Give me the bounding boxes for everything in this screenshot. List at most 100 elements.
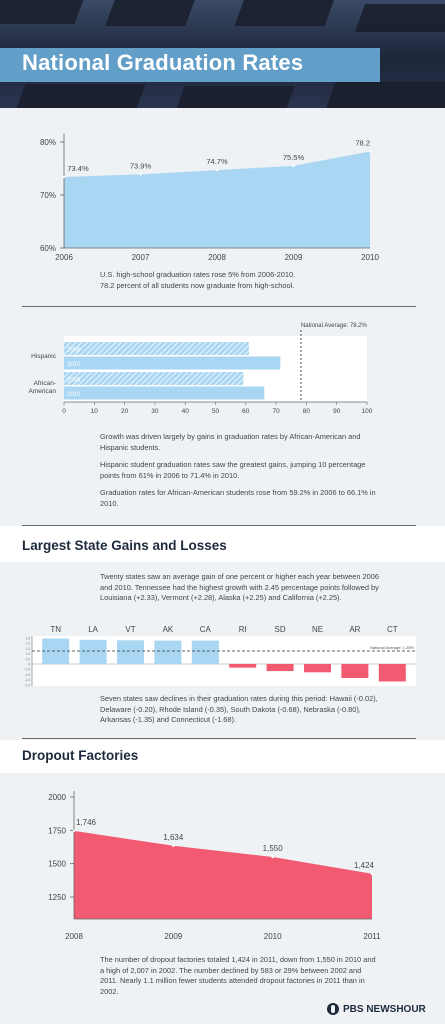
bar — [64, 342, 249, 355]
state-intro: Twenty states saw an average gain of one… — [100, 572, 379, 602]
x-tick-label: 10 — [91, 408, 99, 415]
y-tick-label: 2.0 — [26, 642, 31, 646]
data-label: 1,424 — [354, 861, 375, 870]
category-label: CT — [387, 625, 398, 634]
cap-shape — [0, 0, 86, 24]
cap-shape — [354, 4, 445, 32]
data-point — [292, 164, 295, 168]
x-tick-label: 50 — [212, 408, 220, 415]
bar — [304, 664, 331, 673]
y-tick-label: 1500 — [48, 860, 66, 869]
area-series — [64, 151, 370, 248]
group-caption-paragraph: Graduation rates for African-American st… — [100, 488, 376, 508]
data-point — [139, 173, 142, 176]
dropout-section-title: Dropout Factories — [22, 748, 139, 763]
page-title: National Graduation Rates — [22, 50, 304, 75]
x-tick-label: 2010 — [361, 253, 379, 262]
bar — [266, 664, 294, 672]
x-tick-label: 90 — [333, 408, 341, 415]
category-label: American — [29, 388, 57, 395]
y-tick-label: 2.5 — [26, 637, 31, 641]
bar — [64, 386, 265, 400]
data-label: 1,746 — [76, 818, 97, 827]
y-tick-label: 0 — [28, 663, 30, 667]
dropout-caption: The number of dropout factories totaled … — [100, 955, 376, 996]
series-label: 2010 — [67, 362, 81, 368]
x-tick-label: 2009 — [164, 932, 182, 941]
reference-label: National Average: 78.2% — [301, 323, 368, 329]
category-label: Hispanic — [31, 353, 57, 360]
category-label: SD — [275, 625, 286, 634]
bar — [341, 664, 369, 679]
x-tick-label: 2006 — [55, 253, 73, 262]
divider — [22, 525, 416, 526]
x-tick-label: 2008 — [208, 253, 226, 262]
bar — [64, 356, 281, 370]
group-rate-chart: 20062010Hispanic20062010African-American… — [29, 323, 373, 415]
x-tick-label: 60 — [242, 408, 250, 415]
cap-shape — [324, 82, 445, 108]
y-tick-label: 1750 — [48, 826, 66, 835]
data-point — [62, 175, 66, 179]
data-point — [72, 829, 76, 833]
bar — [229, 664, 257, 668]
category-label: RI — [239, 625, 247, 634]
category-label: CA — [200, 625, 212, 634]
data-label: 78.2 — [355, 139, 370, 148]
group-caption-paragraph: Hispanic student graduation rates saw th… — [100, 460, 366, 480]
grad-caption-line: 78.2 percent of all students now graduat… — [100, 280, 295, 290]
state-outro: Seven states saw declines in their gradu… — [100, 694, 378, 724]
bar — [79, 639, 107, 664]
grad-caption-line: U.S. high-school graduation rates rose 5… — [100, 270, 296, 279]
graduation-section: 60% 70% 80% 2006 2007 2008 2009 2010 73.4% 73.9% 7… — [0, 108, 445, 526]
bar — [64, 372, 244, 385]
data-label: 74.7% — [206, 157, 228, 166]
category-label: TN — [50, 625, 61, 634]
x-tick-label: 2011 — [363, 932, 381, 941]
y-tick-label: 70% — [40, 191, 56, 200]
y-tick-label: -1.0 — [25, 673, 31, 677]
bar — [42, 638, 70, 664]
category-label: AK — [163, 625, 174, 634]
y-tick-label: 1.0 — [26, 652, 31, 656]
data-point — [370, 872, 374, 875]
state-section-title: Largest State Gains and Losses — [22, 538, 227, 553]
category-label: NE — [312, 625, 323, 634]
category-label: VT — [125, 625, 135, 634]
dropout-section: 2000 1750 1500 1250 2008 2009 2010 2011 1,746 1,6… — [0, 773, 445, 1024]
x-tick-label: 20 — [121, 408, 129, 415]
data-label: 1,550 — [263, 844, 284, 853]
data-point — [215, 168, 219, 172]
data-point — [368, 150, 372, 153]
x-tick-label: 2009 — [285, 253, 303, 262]
graduation-rate-chart: 60% 70% 80% 2006 2007 2008 2009 2010 73.4% 73.9% 7… — [40, 134, 379, 262]
data-label: 73.9% — [130, 161, 152, 170]
group-caption: Growth was driven largely by gains in gr… — [100, 432, 380, 516]
bar — [378, 664, 406, 682]
x-tick-label: 2008 — [65, 932, 83, 941]
y-tick-label: 1250 — [48, 893, 66, 902]
header-banner: National Graduation Rates — [0, 0, 445, 108]
series-label: 2006 — [67, 378, 81, 384]
x-tick-label: 2010 — [264, 932, 282, 941]
pbs-head-icon — [327, 1003, 339, 1015]
y-tick-label: 80% — [40, 138, 56, 147]
category-label: LA — [88, 625, 98, 634]
cap-shape — [14, 84, 146, 108]
category-label: AR — [349, 625, 360, 634]
x-tick-label: 80 — [303, 408, 311, 415]
area-series — [74, 830, 372, 919]
y-tick-label: 60% — [40, 244, 56, 253]
x-tick-label: 100 — [362, 408, 373, 415]
bar — [154, 640, 182, 664]
x-tick-label: 0 — [62, 408, 66, 415]
category-label: African- — [34, 380, 56, 387]
grad-caption: U.S. high-school graduation rates rose 5… — [100, 270, 380, 291]
state-section: Twenty states saw an average gain of one… — [0, 562, 445, 740]
y-tick-label: -2.0 — [25, 683, 31, 687]
group-caption-paragraph: Growth was driven largely by gains in gr… — [100, 432, 361, 452]
state-change-chart: 2.52.01.51.00.5 0-0.5-1.0-1.5-2.0 TN LA VT AK… — [25, 625, 416, 687]
x-tick-label: 40 — [182, 408, 190, 415]
x-tick-label: 30 — [151, 408, 159, 415]
cap-shape — [175, 86, 295, 108]
